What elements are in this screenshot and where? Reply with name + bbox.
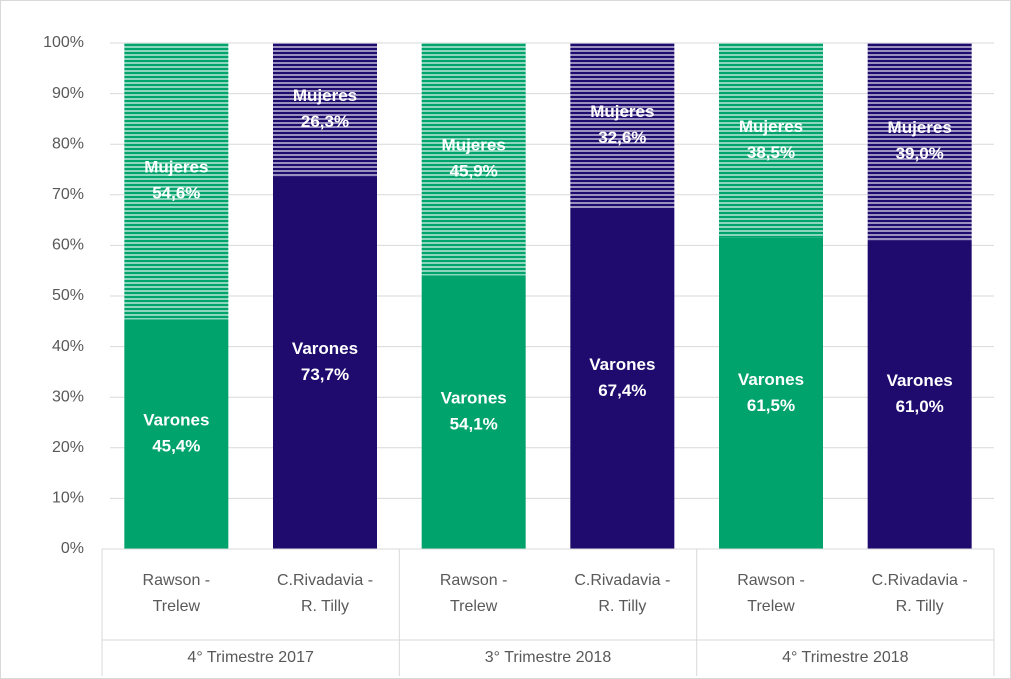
data-label: 61,0% bbox=[896, 397, 944, 416]
x-tick-label: Rawson - Trelew bbox=[439, 572, 508, 615]
bar-segment bbox=[421, 43, 526, 276]
y-tick-label: 100% bbox=[43, 34, 84, 51]
y-tick-label: 10% bbox=[52, 490, 84, 507]
data-label-name: Mujeres bbox=[293, 86, 357, 105]
data-label-name: Mujeres bbox=[590, 102, 654, 121]
y-tick-label: 90% bbox=[52, 85, 84, 102]
data-label: 54,1% bbox=[450, 415, 498, 434]
bar-segment bbox=[273, 43, 377, 177]
data-label-name: Varones bbox=[589, 355, 655, 374]
data-label-name: Mujeres bbox=[888, 118, 952, 137]
bar-segment bbox=[570, 43, 675, 208]
data-label-name: Mujeres bbox=[442, 136, 506, 155]
bar-segment bbox=[719, 237, 823, 549]
data-label-name: Mujeres bbox=[144, 158, 208, 177]
data-label: 73,7% bbox=[301, 365, 349, 384]
bar-segment bbox=[867, 240, 972, 549]
bar-segment bbox=[273, 176, 377, 549]
y-tick-label: 20% bbox=[52, 439, 84, 456]
x-tick-label: C.Rivadavia - R. Tilly bbox=[871, 572, 968, 615]
data-label-name: Mujeres bbox=[739, 117, 803, 136]
data-label: 26,3% bbox=[301, 112, 349, 131]
data-label-name: Varones bbox=[887, 371, 953, 390]
y-tick-label: 0% bbox=[61, 540, 84, 557]
y-tick-label: 60% bbox=[52, 237, 84, 254]
bar-segment bbox=[867, 43, 972, 241]
x-tick-label: Rawson - Trelew bbox=[142, 572, 211, 615]
group-label: 4° Trimestre 2017 bbox=[187, 649, 314, 666]
y-tick-label: 30% bbox=[52, 388, 84, 405]
y-tick-label: 50% bbox=[52, 287, 84, 304]
group-label: 4° Trimestre 2018 bbox=[782, 649, 909, 666]
x-tick-label: C.Rivadavia - R. Tilly bbox=[276, 572, 374, 615]
bar-segment bbox=[421, 275, 526, 549]
y-tick-label: 40% bbox=[52, 338, 84, 355]
data-label: 39,0% bbox=[896, 144, 944, 163]
bar-segment bbox=[570, 207, 675, 549]
data-label: 32,6% bbox=[598, 128, 646, 147]
data-label: 54,6% bbox=[152, 184, 200, 203]
data-label: 45,9% bbox=[450, 162, 498, 181]
bar-segment bbox=[124, 319, 229, 549]
y-tick-label: 80% bbox=[52, 135, 84, 152]
bar-segment bbox=[719, 43, 823, 238]
data-label: 67,4% bbox=[598, 381, 646, 400]
data-label: 61,5% bbox=[747, 396, 795, 415]
data-label-name: Varones bbox=[738, 370, 804, 389]
x-tick-label: Rawson - Trelew bbox=[737, 572, 805, 615]
x-tick-label: C.Rivadavia - R. Tilly bbox=[574, 572, 671, 615]
data-label-name: Varones bbox=[441, 389, 507, 408]
data-label-name: Varones bbox=[143, 411, 209, 430]
data-label: 38,5% bbox=[747, 143, 795, 162]
data-label-name: Varones bbox=[292, 339, 358, 358]
bar-segment bbox=[124, 43, 229, 320]
y-tick-label: 70% bbox=[52, 186, 84, 203]
data-label: 45,4% bbox=[152, 437, 200, 456]
group-label: 3° Trimestre 2018 bbox=[484, 649, 612, 666]
